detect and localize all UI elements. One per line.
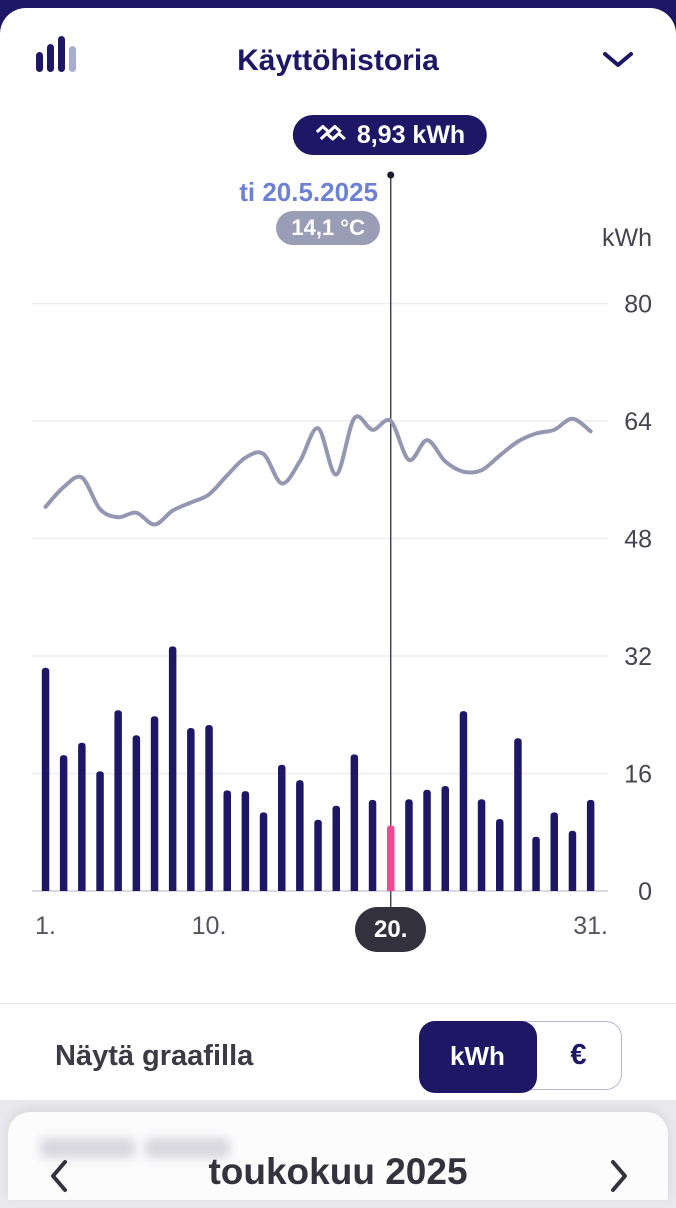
temperature-badge: 14,1 °C — [276, 211, 380, 245]
usage-chart[interactable]: 0 16 32 48 64 80 kWh 1. 10. 31. — [0, 158, 676, 968]
toggle-euro-button[interactable]: € — [570, 1039, 587, 1071]
toggle-kwh-button[interactable]: kWh — [418, 1020, 537, 1093]
bar-chart-icon — [36, 36, 76, 72]
svg-text:1.: 1. — [35, 912, 56, 940]
svg-text:16: 16 — [624, 760, 652, 788]
previous-month-button[interactable] — [48, 1158, 70, 1194]
electricity-waves-icon — [315, 125, 346, 141]
section-divider — [0, 1003, 676, 1004]
svg-text:10.: 10. — [192, 912, 227, 940]
svg-text:48: 48 — [624, 525, 652, 553]
usage-tooltip: 8,93 kWh — [292, 115, 488, 155]
svg-text:31.: 31. — [573, 912, 608, 940]
svg-text:64: 64 — [624, 408, 652, 436]
svg-text:kWh: kWh — [602, 224, 652, 252]
svg-text:32: 32 — [624, 643, 652, 671]
tooltip-value: 8,93 kWh — [356, 120, 466, 149]
unit-toggle: kWh € — [418, 1020, 622, 1093]
next-month-button[interactable] — [608, 1158, 630, 1194]
show-in-graph-label: Näytä graafilla — [55, 1040, 254, 1072]
svg-text:80: 80 — [624, 290, 652, 318]
selected-date-label: ti 20.5.2025 — [239, 177, 378, 207]
page-title: Käyttöhistoria — [237, 44, 439, 77]
blurred-text — [40, 1138, 240, 1164]
chevron-down-icon[interactable] — [601, 50, 635, 70]
month-label: toukokuu 2025 — [208, 1151, 468, 1192]
svg-text:0: 0 — [638, 878, 652, 906]
selected-day-badge[interactable]: 20. — [355, 907, 427, 952]
usage-history-card: Käyttöhistoria 8,93 kWh ti 20.5.2025 14,… — [0, 8, 676, 1208]
